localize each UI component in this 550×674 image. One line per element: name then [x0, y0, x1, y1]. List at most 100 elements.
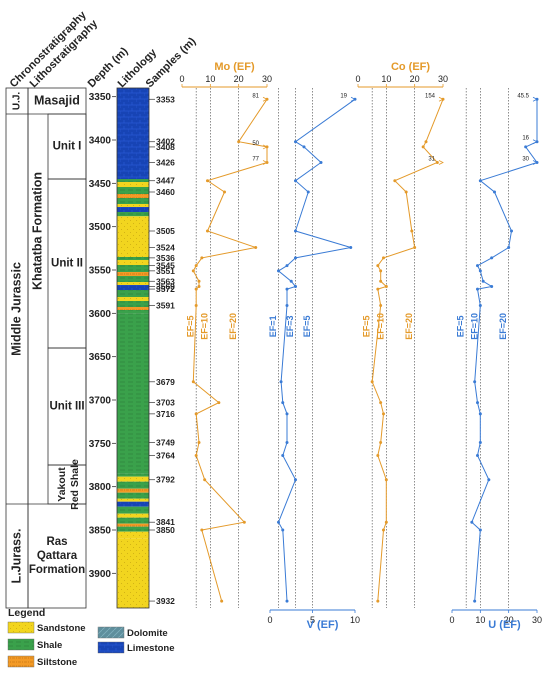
lithology-bed	[117, 198, 149, 204]
reference-line-label: EF=5	[362, 315, 372, 337]
data-point	[254, 245, 258, 249]
x-axis-tick-label: 0	[449, 615, 454, 625]
data-point	[220, 599, 224, 603]
data-point	[487, 478, 491, 482]
lithology-bed	[117, 473, 149, 477]
data-point	[285, 412, 289, 416]
column-headers: Chronostratigraphy Lithostratigraphy Dep…	[8, 8, 199, 90]
x-axis-tick-label: 30	[438, 74, 448, 84]
legend-label-limestone: Limestone	[127, 643, 175, 654]
depth-tick-label: 3550	[89, 266, 112, 277]
data-point	[404, 190, 408, 194]
data-point	[281, 528, 285, 532]
lithology-bed	[117, 526, 149, 532]
sample-depth-label: 3505	[156, 226, 175, 236]
sample-depth-label: 3426	[156, 158, 175, 168]
data-point	[384, 284, 388, 288]
x-axis-tick-label: 20	[234, 74, 244, 84]
off-scale-value-label: 45.5	[517, 93, 529, 99]
x-axis-tick-label: 10	[205, 74, 215, 84]
reference-line-label: EF=10	[376, 313, 386, 340]
data-point	[478, 528, 482, 532]
depth-tick-label: 3600	[89, 309, 112, 320]
x-axis-tick-label: 10	[475, 615, 485, 625]
sample-depth-label: 3591	[156, 301, 175, 311]
lithology-bed-sandstone	[117, 216, 149, 257]
series-line	[471, 99, 538, 602]
depth-tick-label: 3850	[89, 526, 112, 537]
data-point	[197, 284, 201, 288]
x-axis-tick-label: 0	[267, 615, 272, 625]
data-point	[376, 264, 380, 268]
reference-line-label: EF=20	[498, 313, 508, 340]
lithology-frame	[116, 87, 150, 609]
sample-depth-label: 3749	[156, 437, 175, 447]
x-axis-tick-label: 10	[381, 74, 391, 84]
sample-depth-label: 3572	[156, 284, 175, 294]
lithology-bed-sandstone	[117, 538, 149, 608]
data-point	[476, 453, 479, 457]
off-scale-arrow	[262, 144, 268, 150]
panel-v-ef: EF=1 EF=3 EF=5 0 5 10 V (EF) 19	[267, 88, 360, 631]
depth-tick-label: 3800	[89, 482, 112, 493]
lithology-bed	[117, 310, 149, 314]
off-scale-value-label: 16	[522, 136, 529, 142]
data-point	[424, 140, 428, 144]
member-label-unit-ii: Unit II	[51, 258, 83, 270]
data-point	[294, 256, 297, 260]
legend-label-dolomite: Dolomite	[127, 628, 168, 639]
data-point	[242, 520, 246, 524]
off-scale-arrow	[262, 96, 268, 102]
member-units: Unit I Unit II Unit III Yakout Red Shale	[47, 113, 87, 510]
data-point	[277, 520, 280, 524]
sample-depth-label: 3841	[156, 517, 175, 527]
legend: Legend Sandstone Shale Siltstone Dolomit…	[7, 607, 175, 668]
data-point	[490, 256, 494, 260]
data-point	[382, 256, 385, 260]
data-point	[285, 599, 289, 603]
lithology-bed	[117, 276, 149, 282]
data-point	[476, 401, 479, 405]
data-point	[194, 264, 198, 268]
lithology-bed	[117, 301, 149, 307]
member-label-unit-iii: Unit III	[49, 401, 84, 413]
data-point	[279, 380, 283, 384]
data-point	[379, 401, 383, 405]
data-point	[524, 145, 528, 149]
lithology-column	[116, 87, 150, 609]
lithology-bed	[117, 476, 149, 482]
lithology-bed-shale	[117, 313, 149, 474]
chronostratigraphy-units: U.J. Middle Jurassic L.Jurass.	[6, 92, 28, 583]
depth-tick-label: 3700	[89, 396, 112, 407]
sample-depth-label: 3524	[156, 242, 175, 252]
lithology-bed	[117, 501, 149, 507]
series-line	[277, 98, 356, 602]
x-axis-tick-label: 20	[504, 615, 514, 625]
panel-u-ef: EF=5 EF=10 EF=20 0 10 20 30 U (EF) 45.5 16 30	[449, 88, 542, 631]
data-point	[206, 229, 209, 233]
depth-tick-label: 3350	[89, 92, 112, 103]
data-point	[217, 401, 221, 405]
data-point	[285, 304, 289, 308]
data-point	[435, 161, 439, 165]
data-point	[203, 478, 207, 482]
data-point	[319, 161, 323, 165]
lithology-bed	[117, 265, 149, 272]
formation-label-line: Qattara	[37, 550, 78, 562]
depth-axis: 3350 3400 3450 3500 3550 3600 3650 3700 3750 3800…	[89, 92, 116, 580]
panel-title: U (EF)	[488, 619, 521, 631]
reference-line-label: EF=3	[285, 315, 295, 337]
data-point	[382, 412, 385, 416]
data-point	[473, 599, 477, 603]
lithology-bed	[117, 207, 149, 212]
data-point	[379, 279, 383, 283]
data-point	[285, 264, 289, 268]
off-scale-arrow	[438, 96, 444, 102]
depth-tick-label: 3750	[89, 439, 112, 450]
lithology-bed	[117, 257, 149, 260]
sample-depth-label: 3563	[156, 276, 175, 286]
panel-title: V (EF)	[307, 619, 339, 631]
sample-depth-label: 3402	[156, 137, 175, 147]
off-scale-value-label: 77	[252, 157, 259, 163]
